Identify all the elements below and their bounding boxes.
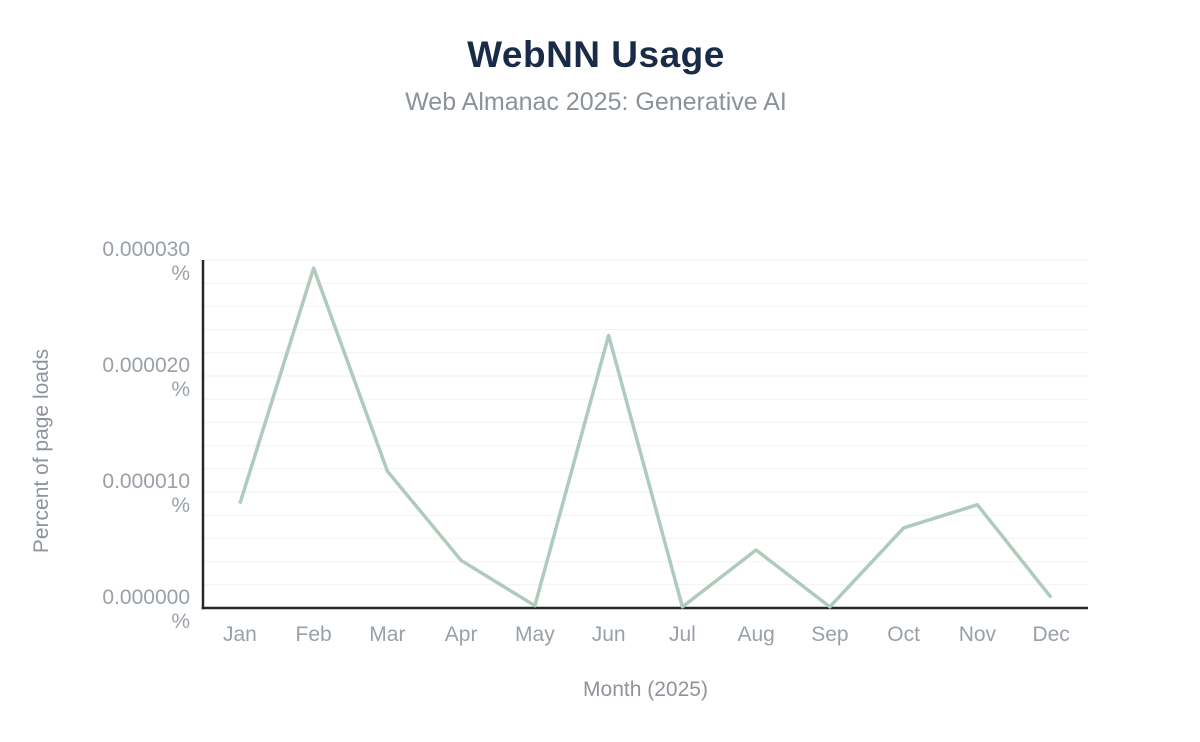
x-tick-label: Dec <box>1032 623 1069 646</box>
series-line-webnn <box>238 266 1053 609</box>
x-tick-labels: Jan Feb Mar Apr May Jun Jul Aug Sep Oct Nov Dec <box>223 623 1070 646</box>
x-tick-label: Jan <box>223 623 257 646</box>
y-tick-label: 0.000030% <box>102 238 190 285</box>
x-tick-label: May <box>515 623 555 646</box>
x-tick-label: Nov <box>959 623 997 646</box>
x-tick-label: Feb <box>296 623 332 646</box>
y-tick-label: 0.000020% <box>102 354 190 401</box>
y-tick-labels: 0.000000 % 0.000010 % 0.000020 % 0.000030% <box>102 238 190 633</box>
x-tick-label: Jun <box>592 623 626 646</box>
gridlines <box>203 259 1088 586</box>
x-tick-label: Oct <box>887 623 920 646</box>
x-tick-label: Mar <box>369 623 405 646</box>
x-tick-label: Jul <box>669 623 696 646</box>
chart-subtitle: Web Almanac 2025: Generative AI <box>405 88 787 116</box>
y-tick-label: 0.000010% <box>102 470 190 517</box>
y-tick-label: 0.000000% <box>102 586 190 633</box>
x-tick-label: Aug <box>737 623 774 646</box>
x-tick-label: Apr <box>445 623 478 646</box>
x-tick-label: Sep <box>811 623 848 646</box>
x-axis-title: Month (2025) <box>583 678 708 701</box>
y-axis-title: Percent of page loads <box>30 348 53 554</box>
chart-title: WebNN Usage <box>467 34 725 75</box>
